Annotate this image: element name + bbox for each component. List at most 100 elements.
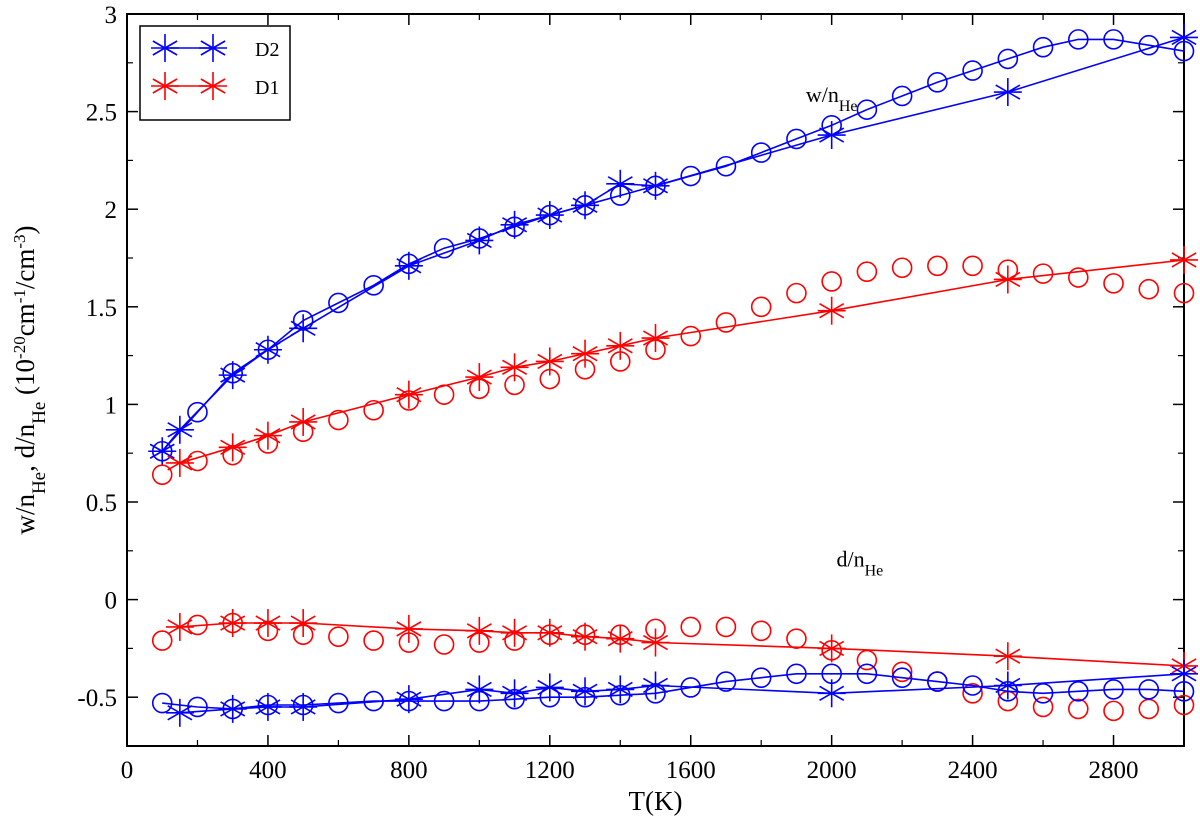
data-point-circle — [574, 194, 596, 216]
data-point-circle — [1138, 34, 1160, 56]
data-point-star — [218, 433, 247, 462]
data-point-circle — [715, 312, 737, 333]
data-point-circle — [363, 690, 384, 712]
x-tick-label: 2800 — [1089, 757, 1139, 784]
data-point-star — [993, 642, 1022, 671]
data-point-circle — [1032, 682, 1054, 704]
data-point-circle — [222, 444, 243, 466]
data-point-circle — [1173, 681, 1195, 702]
data-point-circle — [645, 339, 666, 361]
data-point-circle — [292, 310, 314, 331]
data-point-circle — [856, 261, 878, 282]
data-point-circle — [609, 624, 631, 646]
data-point-star — [641, 628, 670, 657]
data-point-circle — [1032, 263, 1054, 284]
legend-star — [151, 34, 179, 62]
data-point-circle — [821, 663, 842, 685]
data-point-circle — [1068, 681, 1089, 702]
data-point-star — [165, 448, 194, 477]
data-point-star — [289, 314, 318, 343]
data-point-circle — [328, 292, 349, 314]
data-point-circle — [433, 237, 455, 259]
data-point-circle — [645, 682, 666, 704]
data-point-star — [465, 616, 494, 645]
data-point-star — [253, 421, 282, 450]
data-point-star — [253, 692, 282, 721]
x-tick-label: 2000 — [807, 757, 857, 784]
data-point-circle — [1173, 40, 1195, 62]
data-point-circle — [504, 630, 525, 651]
legend-star — [199, 72, 227, 100]
plot-frame — [126, 13, 1185, 747]
data-point-circle — [504, 688, 525, 710]
data-point-star — [1170, 659, 1198, 688]
series-line — [161, 36, 1185, 452]
data-point-circle — [187, 696, 208, 718]
data-point-circle — [997, 259, 1019, 281]
data-point-star — [817, 296, 846, 325]
y-tick-label: 2 — [105, 197, 118, 224]
data-point-star — [571, 339, 600, 368]
data-point-circle — [715, 155, 737, 177]
x-tick-label: 1600 — [666, 757, 716, 784]
data-point-circle — [504, 216, 525, 238]
data-point-circle — [1173, 282, 1195, 304]
data-point-circle — [715, 616, 737, 638]
data-point-star — [289, 609, 318, 638]
data-point-circle — [645, 618, 666, 640]
data-point-circle — [1032, 696, 1054, 718]
data-point-circle — [1173, 694, 1195, 716]
data-point-circle — [962, 60, 983, 81]
data-point-circle — [856, 663, 878, 685]
data-point-circle — [257, 433, 279, 454]
data-point-star — [641, 671, 670, 700]
data-point-circle — [891, 85, 913, 107]
data-point-circle — [328, 626, 349, 647]
data-point-circle — [891, 667, 913, 688]
x-axis-title: T(K) — [629, 786, 683, 816]
data-point-circle — [222, 698, 243, 720]
data-point-star — [606, 624, 635, 653]
data-point-circle — [539, 368, 561, 390]
data-point-circle — [469, 690, 490, 712]
data-point-circle — [363, 630, 384, 651]
series-1 — [151, 29, 1195, 462]
data-point-circle — [504, 374, 525, 396]
y-tick-label: 3 — [105, 2, 118, 29]
data-point-circle — [856, 99, 878, 120]
legend-star — [199, 34, 227, 62]
data-point-circle — [539, 204, 561, 226]
data-point-circle — [257, 620, 279, 642]
data-point-circle — [821, 114, 842, 136]
y-tick-label: 0 — [105, 588, 118, 615]
data-point-circle — [539, 624, 561, 646]
data-point-circle — [574, 624, 596, 646]
data-point-circle — [997, 48, 1019, 70]
data-point-circle — [680, 165, 702, 187]
data-point-circle — [856, 649, 878, 671]
data-point-circle — [927, 255, 948, 277]
data-point-circle — [927, 72, 948, 93]
data-point-circle — [363, 275, 384, 296]
data-point-star — [465, 363, 494, 392]
data-point-circle — [1103, 679, 1124, 700]
data-point-star — [500, 679, 529, 708]
data-point-star — [535, 347, 564, 376]
data-point-circle — [187, 401, 208, 423]
series-line — [161, 38, 1185, 452]
data-point-star — [606, 675, 635, 704]
y-tick-label: 2.5 — [86, 100, 117, 127]
data-point-star — [253, 609, 282, 638]
series-0 — [148, 23, 1198, 466]
data-point-circle — [1138, 278, 1160, 300]
data-point-circle — [645, 175, 666, 197]
data-point-circle — [1103, 273, 1124, 294]
series-layer — [148, 23, 1198, 727]
data-point-star — [641, 324, 670, 353]
data-point-circle — [469, 378, 490, 400]
series-7 — [151, 663, 1195, 720]
data-point-circle — [574, 686, 596, 708]
data-point-circle — [433, 690, 455, 712]
legend-label-d1: D1 — [255, 77, 279, 99]
data-point-circle — [1032, 36, 1054, 58]
